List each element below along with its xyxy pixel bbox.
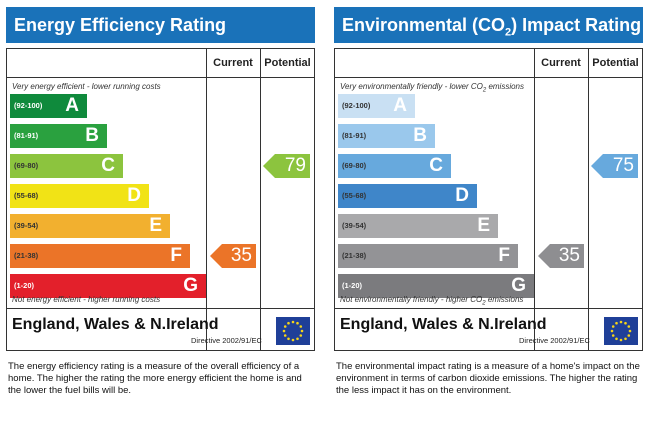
energy-band-g: (1-20) G	[10, 274, 206, 298]
energy-band-range: (81-91)	[14, 131, 39, 140]
env-col-current: Current	[541, 57, 581, 69]
env-bottom-note: Not environmentally friendly - higher CO…	[340, 295, 524, 307]
energy-potential-rating-arrow-shape	[263, 154, 310, 178]
env-band-d: (55-68) D	[338, 184, 477, 208]
energy-band-range: (69-80)	[14, 161, 39, 170]
energy-band-letter: G	[183, 275, 198, 296]
energy-potential-rating-arrow: 79	[263, 154, 310, 178]
env-band-letter: B	[413, 125, 427, 146]
env-band-a: (92-100) A	[338, 94, 415, 118]
energy-chart-title: Energy Efficiency Rating	[6, 7, 315, 43]
env-band-range: (92-100)	[342, 101, 371, 110]
energy-band-range: (21-38)	[14, 251, 39, 260]
energy-top-note: Very energy efficient - lower running co…	[12, 82, 161, 91]
env-band-range: (39-54)	[342, 221, 367, 230]
env-band-letter: G	[511, 275, 526, 296]
energy-band-letter: B	[85, 125, 99, 146]
energy-bottom-note: Not energy efficient - higher running co…	[12, 295, 161, 304]
env-band-range: (81-91)	[342, 131, 367, 140]
energy-band-e: (39-54) E	[10, 214, 170, 238]
energy-band-f: (21-38) F	[10, 244, 190, 268]
eu-flag-icon	[604, 317, 638, 345]
energy-band-d: (55-68) D	[10, 184, 149, 208]
env-band-letter: E	[477, 215, 490, 236]
env-band-letter: A	[393, 95, 407, 116]
env-current-rating-arrow-shape	[538, 244, 584, 268]
energy-band-range: (55-68)	[14, 191, 39, 200]
energy-band-letter: C	[101, 155, 115, 176]
energy-band-a: (92-100) A	[10, 94, 87, 118]
env-col-potential: Potential	[592, 57, 639, 69]
env-directive: Directive 2002/91/EC	[519, 336, 590, 345]
env-band-letter: D	[455, 185, 469, 206]
energy-current-rating-arrow-value: 35	[230, 245, 252, 266]
env-current-rating-arrow-value: 35	[558, 245, 580, 266]
environmental-impact-chart: Environmental (CO2) Impact Rating Curren…	[334, 7, 643, 351]
env-band-f: (21-38) F	[338, 244, 518, 268]
env-region: England, Wales & N.Ireland	[340, 316, 547, 333]
env-band-b: (81-91) B	[338, 124, 435, 148]
env-current-rating-arrow: 35	[538, 244, 584, 268]
energy-band-letter: E	[149, 215, 162, 236]
energy-band-range: (1-20)	[14, 281, 35, 290]
energy-potential-rating-arrow-value: 79	[284, 155, 306, 176]
eu-flag-icon	[276, 317, 310, 345]
energy-grid: Current Potential Very energy efficient …	[6, 48, 315, 351]
env-description: The environmental impact rating is a mea…	[336, 361, 640, 396]
env-band-g: (1-20) G	[338, 274, 534, 298]
env-potential-rating-arrow-shape	[591, 154, 638, 178]
env-chart-title: Environmental (CO2) Impact Rating	[334, 7, 643, 43]
energy-efficiency-chart: Energy Efficiency Rating Current Potenti…	[6, 7, 315, 351]
env-band-range: (21-38)	[342, 251, 367, 260]
energy-band-range: (39-54)	[14, 221, 39, 230]
energy-band-b: (81-91) B	[10, 124, 107, 148]
energy-band-letter: A	[65, 95, 79, 116]
energy-col-current: Current	[213, 57, 253, 69]
energy-band-letter: D	[127, 185, 141, 206]
energy-region: England, Wales & N.Ireland	[12, 316, 219, 333]
env-grid: Current Potential Very environmentally f…	[334, 48, 643, 351]
energy-band-range: (92-100)	[14, 101, 43, 110]
env-band-range: (1-20)	[342, 281, 363, 290]
energy-directive: Directive 2002/91/EC	[191, 336, 262, 345]
env-band-letter: F	[498, 245, 510, 266]
env-band-letter: C	[429, 155, 443, 176]
energy-col-potential: Potential	[264, 57, 311, 69]
env-potential-rating-arrow: 75	[591, 154, 638, 178]
env-band-range: (69-80)	[342, 161, 367, 170]
energy-current-rating-arrow-shape	[210, 244, 256, 268]
env-band-c: (69-80) C	[338, 154, 451, 178]
energy-band-letter: F	[170, 245, 182, 266]
energy-band-c: (69-80) C	[10, 154, 123, 178]
energy-current-rating-arrow: 35	[210, 244, 256, 268]
env-potential-rating-arrow-value: 75	[612, 155, 634, 176]
energy-description: The energy efficiency rating is a measur…	[8, 361, 302, 396]
env-band-e: (39-54) E	[338, 214, 498, 238]
env-top-note: Very environmentally friendly - lower CO…	[340, 82, 525, 94]
env-band-range: (55-68)	[342, 191, 367, 200]
